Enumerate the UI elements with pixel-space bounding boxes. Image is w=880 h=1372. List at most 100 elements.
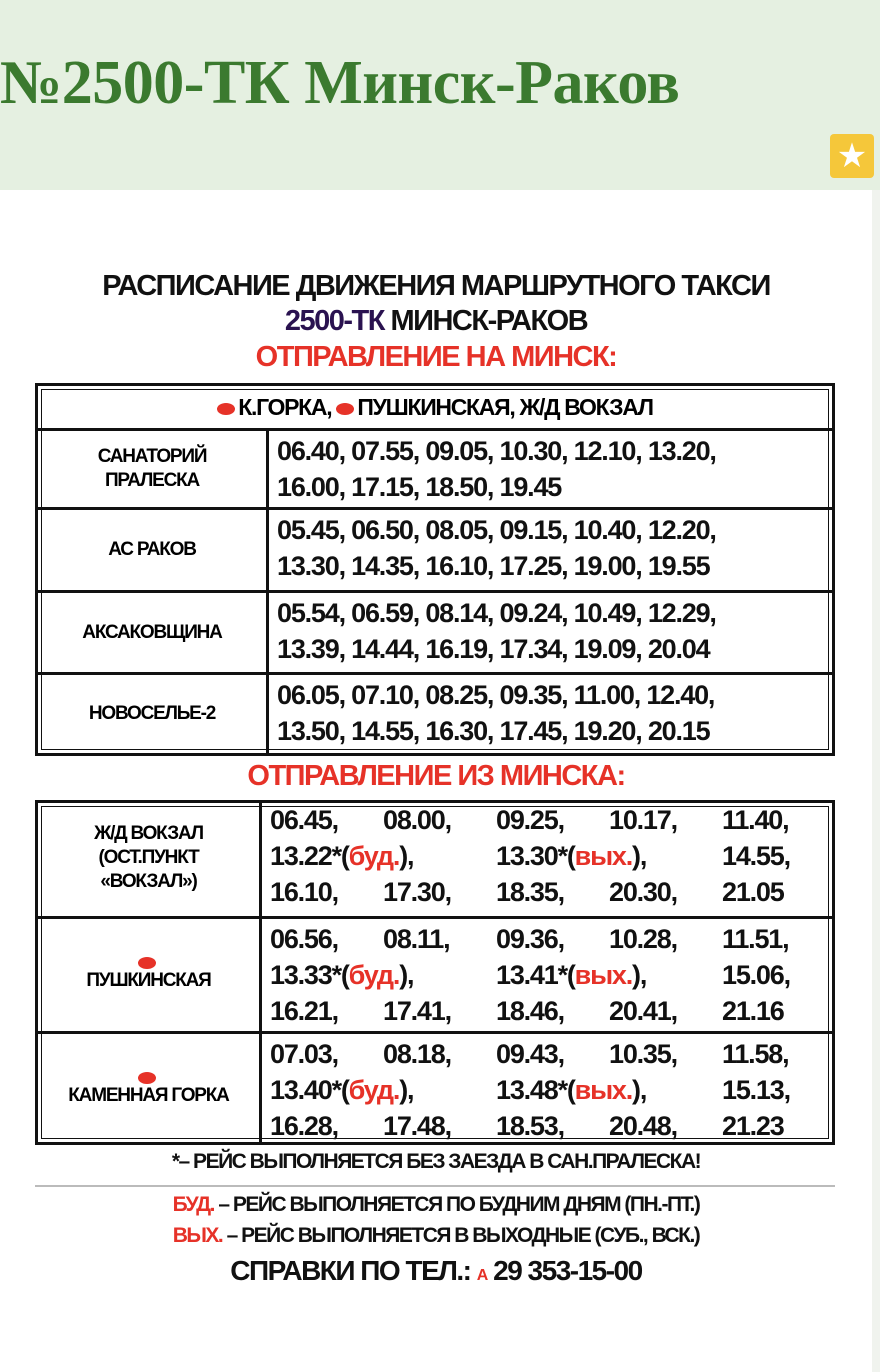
stop-name-line: АС РАКОВ [108,539,197,560]
metro-icon [138,1071,156,1084]
via-stop: ПУШКИНСКАЯ, Ж/Д ВОКЗАЛ [357,394,654,420]
time-value: 21.23 [722,1111,785,1141]
time-value: 16.10, [270,877,339,907]
departure-time: 06.45, [270,802,383,838]
stop-name: Ж/Д ВОКЗАЛ (ОСТ.ПУНКТ «ВОКЗАЛ») [38,800,262,916]
time-value: 06.45, [270,805,339,835]
time-value: 21.05 [722,877,785,907]
departure-time: 15.06, [722,957,832,993]
times-line: 16.28, 17.48, 18.53, 20.48, 21.23 [270,1108,832,1144]
departure-time: 11.51, [722,921,832,957]
times-line: 16.00, 17.15, 18.50, 19.45 [277,472,562,502]
time-value: 14.55, [722,841,791,871]
table-row: Ж/Д ВОКЗАЛ (ОСТ.ПУНКТ «ВОКЗАЛ») 06.45, 08.00… [38,800,832,916]
departure-time: 11.58, [722,1036,832,1072]
stop-name-line: КАМЕННАЯ ГОРКА [68,1084,230,1106]
legend-text: – РЕЙС ВЫПОЛНЯЕТСЯ В ВЫХОДНЫЕ (СУБ., ВСК… [222,1224,701,1247]
table-row: КАМЕННАЯ ГОРКА 07.03, 08.18, 09.43, 10.35, 11… [38,1031,832,1145]
day-note: буд. [348,1075,401,1105]
scrollbar-track [872,190,880,1372]
stop-name-line: «ВОКЗАЛ») [100,871,197,892]
time-suffix: ), [632,960,647,990]
time-value: 13.33*( [270,960,350,990]
departure-times: 06.05, 07.10, 08.25, 09.35, 11.00, 12.40… [269,675,832,753]
phone-operator-icon: A [476,1267,489,1284]
departure-time: 18.35, [496,874,609,910]
departure-time: 17.41, [383,993,496,1029]
page-header: №2500-ТК Минск-Раков ★ [0,0,880,190]
time-value: 08.18, [383,1039,452,1069]
time-value: 13.48*( [496,1075,576,1105]
time-value: 11.51, [722,924,790,954]
time-value: 11.40, [722,805,790,835]
departure-time: 17.48, [383,1108,496,1144]
departure-time: 09.25, [496,802,609,838]
departure-time: 15.13, [722,1072,832,1108]
departure-time: 18.46, [496,993,609,1029]
table-row: ПУШКИНСКАЯ 06.56, 08.11, 09.36, 10.28, 11.51,… [38,916,832,1031]
day-note: вых. [574,1075,634,1105]
time-value: 09.36, [496,924,565,954]
schedule-table-from-minsk: Ж/Д ВОКЗАЛ (ОСТ.ПУНКТ «ВОКЗАЛ») 06.45, 08.00… [35,800,835,1145]
time-suffix: ), [399,960,414,990]
times-line: 13.39, 14.44, 16.19, 17.34, 19.09, 20.04 [277,634,711,664]
time-value: 09.25, [496,805,565,835]
time-value: 08.00, [383,805,452,835]
contact-label: СПРАВКИ ПО ТЕЛ.: [230,1255,472,1286]
departure-time: 20.30, [609,874,722,910]
departure-time: 08.00, [383,802,496,838]
departure-time: 10.28, [609,921,722,957]
departure-time: 14.55, [722,838,832,874]
departure-time: 13.22*(буд.), [270,838,496,874]
departure-time: 06.56, [270,921,383,957]
route-line: 2500-ТК МИНСК-РАКОВ [0,305,872,338]
times-line: 06.05, 07.10, 08.25, 09.35, 11.00, 12.40… [277,680,715,710]
time-value: 09.43, [496,1039,565,1069]
departure-times: 05.45, 06.50, 08.05, 09.15, 10.40, 12.20… [269,510,832,590]
schedule-table-to-minsk: К.ГОРКА, ПУШКИНСКАЯ, Ж/Д ВОКЗАЛ САНАТОРИ… [35,383,835,756]
stop-name-line: ПУШКИНСКАЯ [86,970,211,991]
time-value: 15.06, [722,960,791,990]
times-line: 06.40, 07.55, 09.05, 10.30, 12.10, 13.20… [277,436,717,466]
time-value: 07.03, [270,1039,339,1069]
metro-icon [138,957,156,969]
footnote: *– РЕЙС ВЫПОЛНЯЕТСЯ БЕЗ ЗАЕЗДА В САН.ПРА… [171,1150,702,1173]
time-value: 10.17, [609,805,678,835]
time-value: 20.48, [609,1111,678,1141]
legend-weekend: ВЫХ. – РЕЙС ВЫПОЛНЯЕТСЯ В ВЫХОДНЫЕ (СУБ.… [0,1224,872,1248]
departure-time: 18.53, [496,1108,609,1144]
day-note: буд. [348,841,401,871]
time-suffix: ), [399,841,414,871]
day-note: буд. [348,960,401,990]
times-line: 06.56, 08.11, 09.36, 10.28, 11.51, [270,921,832,957]
time-value: 17.41, [383,996,452,1026]
time-value: 21.16 [722,996,785,1026]
departure-times: 07.03, 08.18, 09.43, 10.35, 11.58, 13.40*(буд… [262,1034,832,1145]
stop-name: АС РАКОВ [38,510,269,590]
time-value: 08.11, [383,924,451,954]
time-value: 18.46, [496,996,565,1026]
departure-time: 16.10, [270,874,383,910]
time-value: 17.48, [383,1111,452,1141]
stop-name-line: (ОСТ.ПУНКТ [98,847,200,868]
stop-name: НОВОСЕЛЬЕ-2 [38,675,269,753]
legend-text: – РЕЙС ВЫПОЛНЯЕТСЯ ПО БУДНИМ ДНЯМ (ПН.-П… [213,1193,701,1216]
times-line: 13.22*(буд.), 13.30*(вых.), 14.55, [270,838,832,874]
departure-time: 20.41, [609,993,722,1029]
via-stop: К.ГОРКА, [238,394,332,420]
departure-time: 21.23 [722,1108,832,1144]
times-line: 06.45, 08.00, 09.25, 10.17, 11.40, [270,802,832,838]
departure-time: 07.03, [270,1036,383,1072]
time-suffix: ), [632,1075,647,1105]
departure-time: 13.40*(буд.), [270,1072,496,1108]
time-value: 11.58, [722,1039,790,1069]
departure-time: 21.16 [722,993,832,1029]
schedule-heading: РАСПИСАНИЕ ДВИЖЕНИЯ МАРШРУТНОГО ТАКСИ [102,270,771,302]
stop-name: ПУШКИНСКАЯ [38,919,262,1031]
time-value: 18.35, [496,877,565,907]
time-value: 06.56, [270,924,339,954]
legend-weekday: БУД. – РЕЙС ВЫПОЛНЯЕТСЯ ПО БУДНИМ ДНЯМ (… [0,1193,872,1217]
departure-time: 13.30*(вых.), [496,838,722,874]
day-note: вых. [574,960,634,990]
star-icon[interactable]: ★ [830,134,874,178]
